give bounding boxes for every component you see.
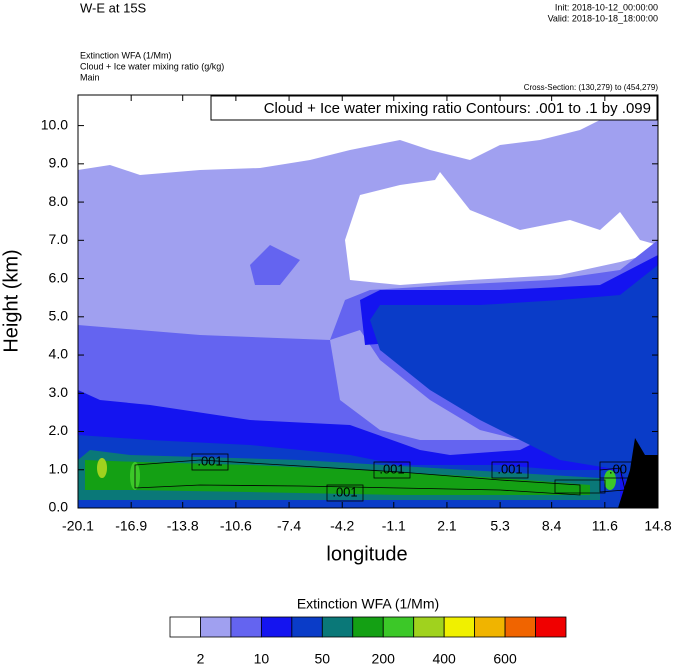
- colorbar-box: [443, 616, 476, 638]
- contour-field: [78, 95, 658, 508]
- x-tick-label: 2.1: [437, 518, 457, 534]
- contour-label-box: [491, 461, 529, 479]
- contour-label-box: [326, 484, 364, 502]
- colorbar-box: [260, 616, 293, 638]
- cross-section-label: Cross-Section: (130,279) to (454,279): [524, 83, 659, 92]
- contour-label-box: [373, 461, 411, 479]
- contour-label: .001: [379, 461, 404, 476]
- colorbar-label: 2: [197, 651, 205, 667]
- title: W-E at 15S: [80, 0, 147, 15]
- colorbar-label: 400: [432, 651, 456, 667]
- contour-label-box: [599, 461, 637, 479]
- main-label: Main: [80, 72, 100, 82]
- colorbar-box: [321, 616, 354, 638]
- colorbar-title: Extinction WFA (1/Mm): [297, 596, 439, 612]
- y-tick-label: 0.0: [49, 499, 69, 515]
- colorbar-box: [169, 616, 201, 638]
- y-tick-label: 9.0: [49, 155, 69, 171]
- colorbar-label: 50: [315, 651, 331, 667]
- colorbar-box: [504, 616, 536, 638]
- contour-field-label: Cloud + Ice water mixing ratio (g/kg): [80, 61, 224, 71]
- field-label: Extinction WFA (1/Mm): [80, 50, 172, 60]
- plot-frame: [77, 94, 659, 509]
- colorbar-box: [535, 616, 567, 638]
- contour-info: Cloud + Ice water mixing ratio Contours:…: [264, 100, 651, 117]
- x-tick-label: -16.9: [115, 518, 147, 534]
- y-tick-label: 10.0: [41, 116, 68, 132]
- contour-label: .001: [332, 484, 357, 499]
- colorbar-label: 200: [372, 651, 396, 667]
- colorbar-box: [474, 616, 506, 638]
- x-axis-label: longitude: [326, 543, 407, 565]
- init-label: Init: 2018-10-12_00:00:00: [555, 2, 658, 12]
- x-tick-label: -1.1: [382, 518, 406, 534]
- x-tick-label: -20.1: [62, 518, 94, 534]
- colorbar-box: [230, 616, 262, 638]
- x-tick-label: 11.6: [592, 518, 618, 534]
- y-tick-label: 6.0: [49, 269, 69, 285]
- colorbar-box: [200, 616, 232, 638]
- colorbar-box: [352, 616, 384, 638]
- contour-label: .001: [197, 453, 222, 468]
- y-tick-label: 3.0: [49, 384, 69, 400]
- x-tick-label: -10.6: [220, 518, 252, 534]
- y-tick-label: 4.0: [49, 346, 69, 362]
- y-tick-label: 8.0: [49, 193, 69, 209]
- x-tick-label: 8.4: [542, 518, 562, 534]
- y-tick-label: 5.0: [49, 307, 69, 323]
- y-tick-label: 1.0: [49, 460, 69, 476]
- x-tick-label: -7.4: [277, 518, 301, 534]
- y-tick-label: 7.0: [49, 231, 69, 247]
- colorbar-box: [291, 616, 323, 638]
- colorbar-box: [382, 616, 415, 638]
- x-tick-label: -4.2: [330, 518, 354, 534]
- contour-label: .00: [609, 461, 627, 476]
- x-tick-label: 5.3: [490, 518, 510, 534]
- x-tick-label: -13.8: [167, 518, 199, 534]
- y-tick-label: 2.0: [49, 422, 69, 438]
- contour-info-box: [210, 95, 658, 121]
- contour-label: .001: [497, 461, 522, 476]
- colorbar-label: 600: [493, 651, 517, 667]
- y-axis-label: Height (km): [0, 249, 22, 352]
- x-tick-label: 14.8: [644, 518, 671, 534]
- colorbar-box: [413, 616, 445, 638]
- colorbar-label: 10: [254, 651, 270, 667]
- contour-label-box: [191, 453, 229, 471]
- valid-label: Valid: 2018-10-18_18:00:00: [548, 13, 658, 23]
